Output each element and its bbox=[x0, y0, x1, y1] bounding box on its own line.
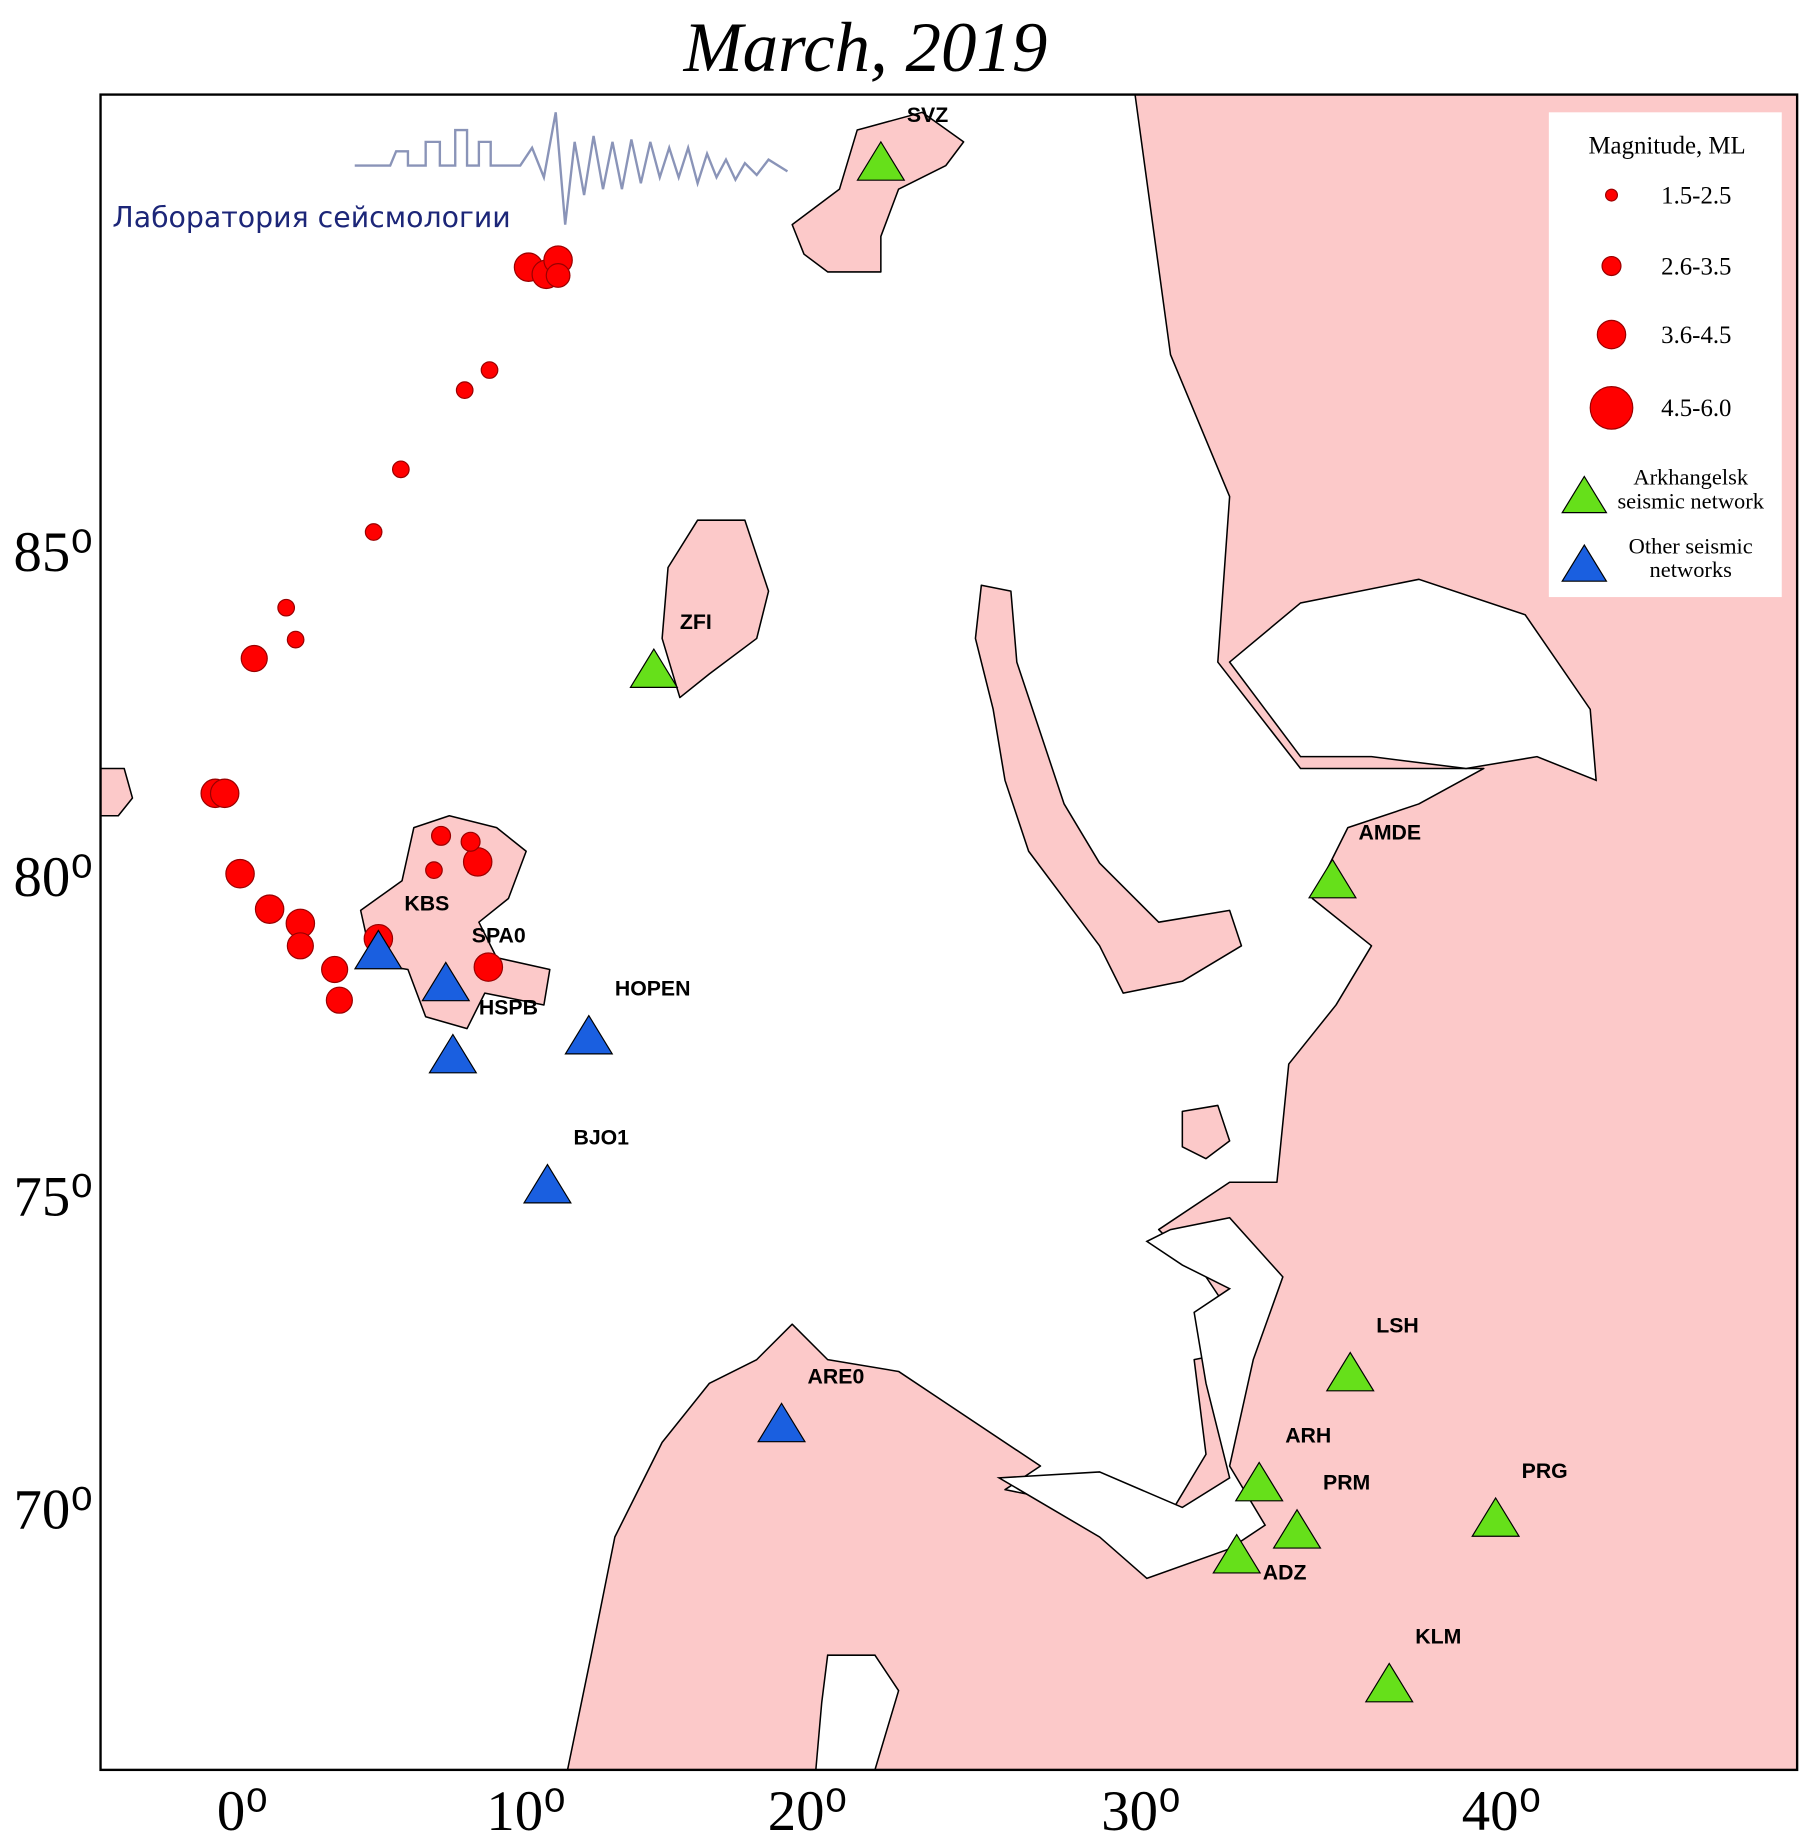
station-marker bbox=[1561, 543, 1608, 582]
legend: Magnitude, ML 1.5-2.5 2.6-3.5 3.6-4.5 4.5-6… bbox=[1548, 112, 1782, 598]
station-marker bbox=[856, 140, 906, 181]
lon-label: 20⁰ bbox=[768, 1780, 847, 1842]
legend-circle bbox=[1601, 255, 1622, 277]
legend-magnitude: 3.6-4.5 bbox=[1661, 322, 1731, 349]
station-label: SVZ bbox=[907, 103, 948, 127]
station-label: SPA0 bbox=[472, 923, 526, 947]
station-marker bbox=[1272, 1508, 1322, 1549]
logo: Лаборатория сейсмологии bbox=[112, 112, 789, 234]
frame bbox=[99, 93, 1799, 1772]
event bbox=[460, 831, 481, 852]
legend-network: networks bbox=[1650, 557, 1732, 582]
lon-label: 30⁰ bbox=[1101, 1780, 1180, 1842]
event bbox=[462, 847, 493, 877]
station-marker bbox=[421, 961, 471, 1002]
station-marker bbox=[564, 1014, 614, 1055]
event bbox=[480, 361, 499, 379]
event bbox=[254, 894, 285, 924]
station-marker bbox=[522, 1163, 572, 1204]
lat-label: 70⁰ bbox=[14, 1479, 93, 1542]
event bbox=[286, 630, 305, 649]
station-marker bbox=[1561, 475, 1608, 514]
event bbox=[225, 858, 255, 889]
legend-magnitude: 4.5-6.0 bbox=[1661, 395, 1731, 422]
title: March, 2019 bbox=[683, 9, 1048, 87]
event bbox=[209, 778, 240, 809]
event bbox=[455, 381, 474, 400]
pole bbox=[185, 232, 300, 347]
event bbox=[391, 460, 410, 479]
event bbox=[321, 955, 349, 984]
station-label: KLM bbox=[1415, 1624, 1461, 1648]
logo-text: Лаборатория сейсмологии bbox=[112, 201, 510, 234]
station-label: ARE0 bbox=[808, 1364, 865, 1388]
station-marker bbox=[1325, 1351, 1375, 1392]
station-label: HSPB bbox=[479, 995, 538, 1019]
station-marker bbox=[428, 1033, 478, 1074]
event bbox=[430, 825, 452, 846]
legend-circle bbox=[1589, 386, 1634, 430]
event bbox=[277, 598, 296, 617]
lat-label: 80⁰ bbox=[14, 846, 93, 909]
station-label: PRM bbox=[1323, 1471, 1370, 1495]
station-marker bbox=[1471, 1496, 1521, 1537]
event bbox=[425, 861, 443, 880]
event bbox=[240, 644, 268, 673]
station-label: ADZ bbox=[1263, 1561, 1307, 1585]
station-marker bbox=[1212, 1533, 1262, 1574]
station-marker bbox=[1308, 858, 1357, 899]
axis-labels: 85⁰ 80⁰ 75⁰ 70⁰ 0⁰ 10⁰ 20⁰ 30⁰ 40⁰ bbox=[14, 521, 1542, 1842]
station-label: HOPEN bbox=[615, 976, 691, 1000]
land bbox=[100, 94, 1798, 1770]
station-marker bbox=[757, 1402, 807, 1443]
legend-circle bbox=[1605, 188, 1619, 202]
lon-label: 10⁰ bbox=[486, 1780, 565, 1842]
station-label: LSH bbox=[1376, 1313, 1419, 1337]
station-marker bbox=[629, 647, 679, 688]
stations: SVZ ZFI AMDE LSH ARH PRM PRG ADZ KLM KBS SPA0 HSPB H… bbox=[353, 103, 1568, 1703]
event bbox=[325, 986, 353, 1014]
event bbox=[364, 523, 383, 541]
station-label: ZFI bbox=[680, 610, 712, 634]
lon-label: 40⁰ bbox=[1462, 1780, 1541, 1842]
station-label: AMDE bbox=[1358, 820, 1421, 844]
legend-network: seismic network bbox=[1617, 488, 1764, 513]
legend-network: Arkhangelsk bbox=[1633, 465, 1749, 490]
station-label: KBS bbox=[404, 891, 449, 915]
station-label: ARH bbox=[1285, 1423, 1331, 1447]
map-body: SVZ ZFI AMDE LSH ARH PRM PRG ADZ KLM KBS SPA0 HSPB H… bbox=[100, 94, 1798, 1770]
legend-title: Magnitude, ML bbox=[1589, 133, 1746, 160]
lat-label: 85⁰ bbox=[14, 521, 93, 584]
event bbox=[286, 932, 314, 960]
lon-label: 0⁰ bbox=[217, 1780, 268, 1842]
legend-network: Other seismic bbox=[1629, 533, 1753, 558]
station-marker bbox=[1364, 1662, 1414, 1703]
legend-magnitude: 1.5-2.5 bbox=[1661, 182, 1731, 209]
station-marker bbox=[1234, 1461, 1284, 1502]
lat-label: 75⁰ bbox=[14, 1165, 93, 1228]
legend-circle bbox=[1596, 319, 1627, 350]
station-marker bbox=[353, 929, 403, 970]
legend-magnitude: 2.6-3.5 bbox=[1661, 253, 1731, 280]
event bbox=[473, 952, 504, 982]
station-label: BJO1 bbox=[573, 1125, 629, 1149]
legend-box bbox=[1548, 112, 1782, 598]
event bbox=[545, 263, 571, 288]
station-label: PRG bbox=[1522, 1459, 1568, 1483]
